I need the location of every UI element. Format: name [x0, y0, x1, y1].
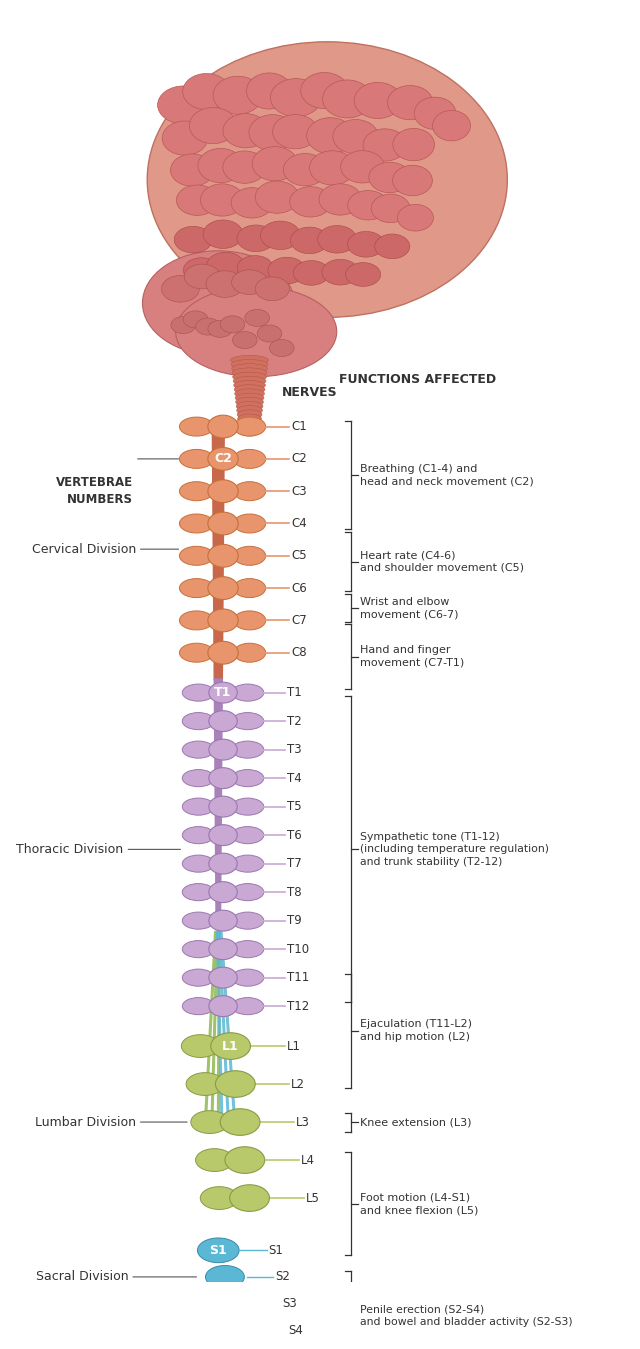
Text: S4: S4	[289, 1323, 303, 1337]
Ellipse shape	[317, 225, 356, 254]
Ellipse shape	[232, 998, 264, 1014]
Ellipse shape	[354, 82, 401, 119]
Ellipse shape	[206, 271, 244, 297]
Ellipse shape	[323, 80, 372, 117]
Text: C4: C4	[291, 517, 307, 530]
Ellipse shape	[255, 277, 289, 301]
Ellipse shape	[333, 120, 378, 154]
Ellipse shape	[231, 360, 268, 370]
Ellipse shape	[392, 166, 433, 196]
Ellipse shape	[237, 410, 262, 420]
Text: L1: L1	[222, 1040, 239, 1052]
Text: Sympathetic tone (T1-12)
(including temperature regulation)
and trunk stability : Sympathetic tone (T1-12) (including temp…	[360, 831, 550, 867]
Ellipse shape	[346, 263, 381, 286]
Text: C3: C3	[291, 484, 307, 498]
Ellipse shape	[221, 1321, 255, 1340]
Ellipse shape	[179, 546, 214, 565]
Ellipse shape	[179, 482, 214, 500]
Ellipse shape	[177, 185, 218, 216]
Text: T9: T9	[287, 915, 301, 927]
Text: C6: C6	[291, 581, 307, 595]
Ellipse shape	[232, 741, 264, 758]
Ellipse shape	[143, 251, 294, 355]
Ellipse shape	[189, 108, 237, 143]
Ellipse shape	[208, 577, 238, 599]
Ellipse shape	[161, 275, 199, 302]
Ellipse shape	[237, 225, 275, 251]
Text: S1: S1	[269, 1244, 284, 1257]
Ellipse shape	[236, 397, 264, 407]
Text: Penile erection (S2-S4)
and bowel and bladder activity (S2-S3): Penile erection (S2-S4) and bowel and bl…	[360, 1304, 573, 1327]
Ellipse shape	[182, 998, 214, 1014]
Text: Sacral Division: Sacral Division	[36, 1271, 128, 1283]
Ellipse shape	[234, 482, 266, 500]
Ellipse shape	[237, 406, 262, 415]
Ellipse shape	[198, 1238, 239, 1263]
Ellipse shape	[235, 389, 264, 398]
Ellipse shape	[348, 190, 388, 220]
Ellipse shape	[208, 320, 232, 337]
Ellipse shape	[214, 1294, 250, 1314]
Text: Knee extension (L3): Knee extension (L3)	[360, 1117, 472, 1126]
Ellipse shape	[257, 325, 282, 343]
Ellipse shape	[375, 233, 410, 259]
Ellipse shape	[237, 255, 273, 281]
Text: C8: C8	[291, 646, 307, 660]
Ellipse shape	[225, 1147, 265, 1174]
Text: T2: T2	[287, 715, 301, 727]
Ellipse shape	[182, 827, 214, 843]
Ellipse shape	[235, 393, 264, 402]
Text: L1: L1	[287, 1040, 301, 1052]
Ellipse shape	[269, 340, 294, 356]
Ellipse shape	[209, 939, 237, 959]
Ellipse shape	[205, 1265, 244, 1288]
Ellipse shape	[196, 1148, 234, 1171]
Ellipse shape	[182, 712, 214, 730]
Ellipse shape	[232, 332, 257, 348]
Ellipse shape	[245, 309, 269, 326]
Text: T11: T11	[287, 971, 308, 985]
Ellipse shape	[234, 611, 266, 630]
Ellipse shape	[234, 384, 265, 394]
Text: T10: T10	[287, 943, 308, 955]
Ellipse shape	[232, 712, 264, 730]
Ellipse shape	[209, 967, 237, 987]
Text: Cervical Division: Cervical Division	[31, 542, 136, 556]
Ellipse shape	[209, 739, 237, 759]
Ellipse shape	[208, 480, 238, 503]
Ellipse shape	[200, 183, 244, 216]
Ellipse shape	[203, 220, 243, 248]
Ellipse shape	[181, 1035, 220, 1058]
Ellipse shape	[249, 115, 296, 151]
Ellipse shape	[209, 853, 237, 874]
Ellipse shape	[196, 318, 220, 335]
Ellipse shape	[174, 227, 212, 254]
Ellipse shape	[232, 364, 268, 374]
Polygon shape	[214, 679, 223, 931]
Text: T4: T4	[287, 772, 301, 785]
Text: L4: L4	[301, 1153, 315, 1167]
Ellipse shape	[414, 97, 456, 130]
Ellipse shape	[171, 317, 196, 333]
Ellipse shape	[232, 912, 264, 929]
Text: S1: S1	[209, 1244, 227, 1257]
Text: T8: T8	[287, 886, 301, 898]
Text: T1: T1	[214, 687, 232, 699]
Ellipse shape	[179, 417, 214, 436]
Ellipse shape	[232, 855, 264, 873]
Ellipse shape	[209, 996, 237, 1017]
Ellipse shape	[238, 418, 261, 428]
Ellipse shape	[157, 86, 210, 124]
Ellipse shape	[234, 514, 266, 533]
Text: Ejaculation (T11-L2)
and hip motion (L2): Ejaculation (T11-L2) and hip motion (L2)	[360, 1020, 472, 1043]
Ellipse shape	[232, 884, 264, 901]
Text: T6: T6	[287, 828, 301, 842]
Ellipse shape	[191, 1110, 228, 1133]
Ellipse shape	[232, 969, 264, 986]
Ellipse shape	[183, 73, 230, 109]
Ellipse shape	[209, 796, 237, 817]
Ellipse shape	[322, 259, 359, 285]
Ellipse shape	[393, 128, 435, 161]
Ellipse shape	[208, 641, 238, 664]
Text: NERVES: NERVES	[282, 386, 337, 399]
